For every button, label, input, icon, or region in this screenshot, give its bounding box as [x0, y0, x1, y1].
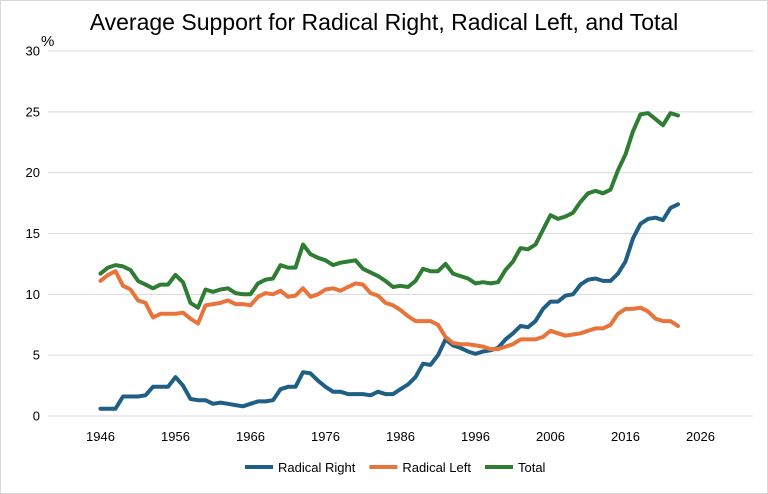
- legend: Radical Right Radical Left Total: [245, 460, 546, 475]
- x-axis-tick-labels: 1946 1956 1966 1976 1986 1996 2006 2016 2026: [86, 429, 715, 444]
- gridlines: [48, 50, 753, 417]
- y-tick-label: 25: [26, 104, 40, 119]
- y-tick-label: 5: [33, 348, 40, 363]
- legend-label-total: Total: [518, 460, 546, 475]
- y-tick-label: 10: [26, 287, 40, 302]
- x-tick-label: 1956: [161, 429, 190, 444]
- legend-label-radical-right: Radical Right: [278, 460, 356, 475]
- y-tick-label: 15: [26, 226, 40, 241]
- series-line-radical-left: [98, 269, 680, 352]
- series-line-radical-right: [98, 202, 680, 411]
- y-axis-unit-label: %: [41, 33, 54, 50]
- x-tick-label: 2016: [611, 429, 640, 444]
- chart-title: Average Support for Radical Right, Radic…: [90, 9, 679, 35]
- x-tick-label: 2026: [686, 429, 715, 444]
- legend-label-radical-left: Radical Left: [402, 460, 471, 475]
- x-tick-label: 2006: [536, 429, 565, 444]
- series-line-total: [98, 111, 680, 310]
- x-tick-label: 1976: [311, 429, 340, 444]
- x-tick-label: 1966: [236, 429, 265, 444]
- x-tick-label: 1946: [86, 429, 115, 444]
- y-axis-tick-labels: 0 5 10 15 20 25 30: [26, 44, 40, 424]
- x-tick-label: 1996: [461, 429, 490, 444]
- series-lines: [98, 111, 680, 411]
- y-tick-label: 30: [26, 44, 40, 59]
- x-tick-label: 1986: [386, 429, 415, 444]
- y-tick-label: 0: [33, 409, 40, 424]
- y-tick-label: 20: [26, 165, 40, 180]
